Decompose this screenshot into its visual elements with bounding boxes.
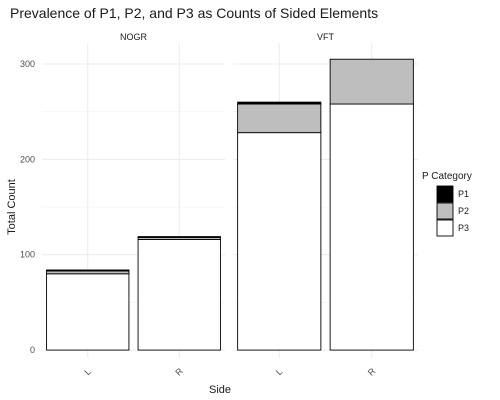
legend-key-p2: [436, 202, 454, 220]
y-axis-label: Total Count: [6, 179, 18, 235]
bar-segment-p2-l: [237, 103, 322, 134]
bar-segment-p3-l: [237, 132, 322, 351]
legend: P Category P1 P2 P3: [422, 171, 472, 237]
bar-segment-p3-l: [46, 273, 130, 351]
y-tick-label: 300: [20, 59, 35, 69]
bar-segment-p2-r: [329, 58, 414, 105]
y-tick-label: 200: [20, 154, 35, 164]
legend-label: P3: [458, 223, 469, 233]
legend-title: P Category: [422, 171, 472, 182]
legend-key-p1: [436, 185, 454, 203]
y-tick-label: 100: [20, 250, 35, 260]
y-tick-label: 0: [30, 345, 35, 355]
panel-strip-label: NOGR: [120, 32, 148, 42]
bar-segment-p1-l: [46, 269, 130, 272]
x-tick-label: L: [82, 367, 93, 378]
panel-strip-label: VFT: [317, 32, 335, 42]
legend-label: P1: [458, 189, 469, 199]
bar-segment-p3-r: [137, 239, 221, 351]
x-tick-label: L: [274, 367, 285, 378]
bar-segment-p1-l: [237, 101, 322, 105]
bar-segment-p1-r: [137, 236, 221, 239]
x-axis-label: Side: [209, 384, 231, 396]
bar-segment-p3-r: [329, 103, 414, 351]
legend-label: P2: [458, 206, 469, 216]
y-tick-labels: 0 100 200 300: [20, 59, 35, 355]
chart-title: Prevalence of P1, P2, and P3 as Counts o…: [10, 5, 378, 21]
legend-key-p3: [436, 219, 454, 237]
